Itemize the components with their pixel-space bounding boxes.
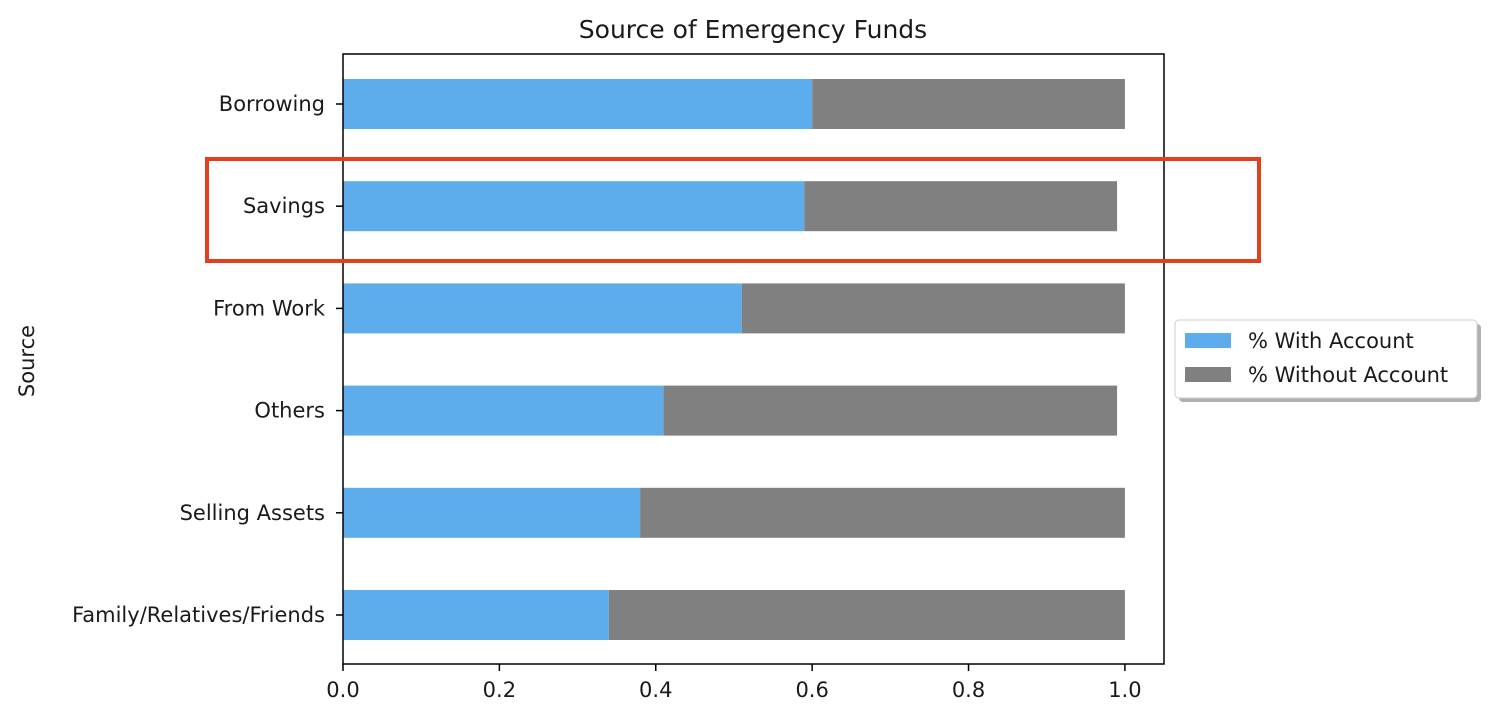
x-tick-label: 0.6 bbox=[795, 678, 828, 702]
bar-from-work-without-account bbox=[741, 283, 1125, 334]
bar-family-relatives-friends-without-account bbox=[608, 590, 1125, 640]
x-tick-label: 0.0 bbox=[326, 678, 359, 702]
x-tick-label: 0.2 bbox=[483, 678, 516, 702]
bar-borrowing-with-account bbox=[343, 79, 813, 129]
legend-box bbox=[1174, 319, 1478, 399]
y-tick-label-family-relatives-friends: Family/Relatives/Friends bbox=[72, 603, 325, 627]
bar-savings-with-account bbox=[343, 181, 805, 232]
chart-title: Source of Emergency Funds bbox=[579, 15, 927, 44]
bars-layer bbox=[343, 79, 1125, 640]
y-tick-label-borrowing: Borrowing bbox=[219, 92, 325, 116]
legend: % With Account % Without Account bbox=[1174, 319, 1481, 402]
plot-frame bbox=[342, 53, 1165, 665]
x-tick-label: 0.8 bbox=[952, 678, 985, 702]
y-tick-label-savings: Savings bbox=[243, 194, 325, 218]
bar-from-work-with-account bbox=[343, 283, 742, 334]
y-axis-label: Source bbox=[15, 325, 39, 397]
x-tick-label: 0.4 bbox=[639, 678, 672, 702]
legend-swatch-without-account bbox=[1185, 367, 1231, 382]
bar-family-relatives-friends-with-account bbox=[343, 590, 609, 640]
bar-others-with-account bbox=[343, 385, 664, 436]
bar-others-without-account bbox=[663, 385, 1118, 436]
x-tick-label: 1.0 bbox=[1108, 678, 1141, 702]
y-tick-label-selling-assets: Selling Assets bbox=[180, 501, 325, 525]
bar-selling-assets-with-account bbox=[343, 487, 641, 538]
legend-label-without-account: % Without Account bbox=[1248, 363, 1448, 387]
bar-selling-assets-without-account bbox=[640, 487, 1125, 538]
highlight-box bbox=[205, 157, 1261, 263]
y-tick-label-others: Others bbox=[254, 399, 325, 423]
bar-savings-without-account bbox=[804, 181, 1118, 232]
legend-label-with-account: % With Account bbox=[1248, 329, 1414, 353]
y-tick-label-from-work: From Work bbox=[213, 296, 326, 320]
ticks-layer: Family/Relatives/Friends Selling Assets Ot… bbox=[72, 92, 1141, 702]
legend-swatch-with-account bbox=[1185, 333, 1231, 348]
bar-borrowing-without-account bbox=[812, 79, 1125, 129]
